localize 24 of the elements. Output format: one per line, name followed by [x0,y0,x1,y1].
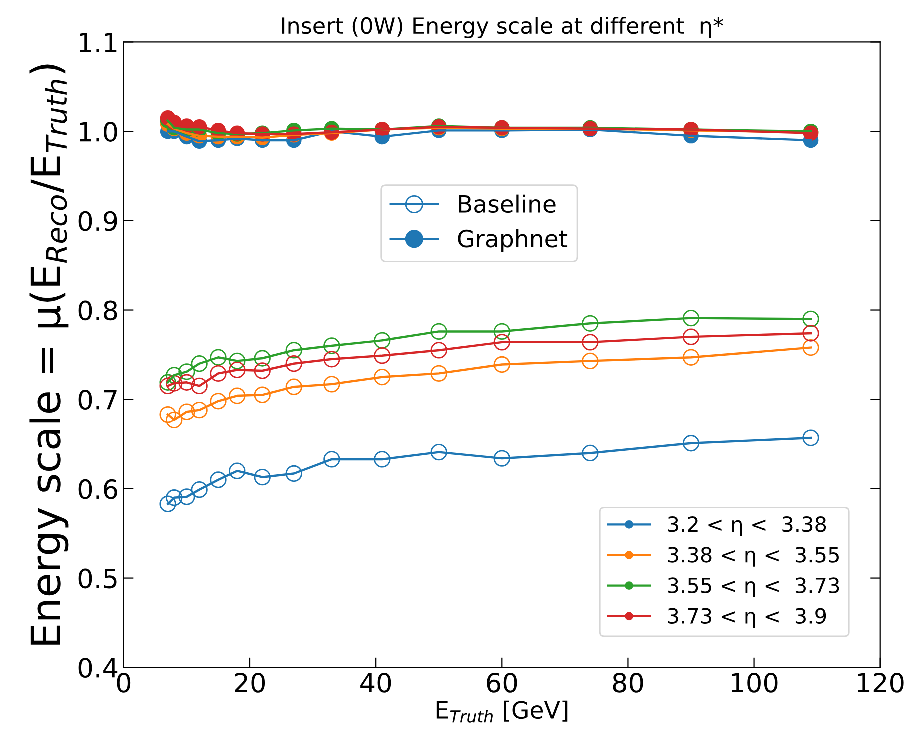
y-tick-label: 1.0 [80,122,118,142]
legend-label: 3.55 < η < 3.73 [668,578,840,598]
y-tick-label: 1.1 [80,33,117,52]
x-axis-title: E$_{Truth}$ [GeV] [436,700,568,723]
legend-label: 3.2 < η < 3.38 [668,516,826,536]
y-tick-label: 0.9 [78,211,118,232]
y-tick-label: 0.4 [78,658,118,678]
x-tick-label: 20 [235,672,266,693]
y-tick-label: 0.8 [78,300,118,321]
annotation: Baseline [459,194,556,214]
chart-title: Insert (0W) Energy scale at different η* [282,17,724,39]
x-tick-label: 40 [360,672,392,693]
y-tick-label: 0.6 [78,479,118,500]
x-tick-label: 100 [732,672,778,693]
annotation: Graphnet [458,229,568,252]
y-tick-label: 0.5 [78,568,117,589]
x-tick-label: 60 [487,672,518,693]
legend-label: 3.73 < η < 3.9 [668,608,826,628]
y-tick-label: 0.7 [78,390,117,410]
legend-label: 3.38 < η < 3.55 [668,547,839,567]
x-tick-label: 80 [613,672,644,693]
y-axis-title: Energy scale = μ(E$_{Reco}$/E$_{Truth}$) [30,64,69,645]
x-tick-label: 0 [117,672,131,693]
x-tick-label: 120 [858,672,904,693]
